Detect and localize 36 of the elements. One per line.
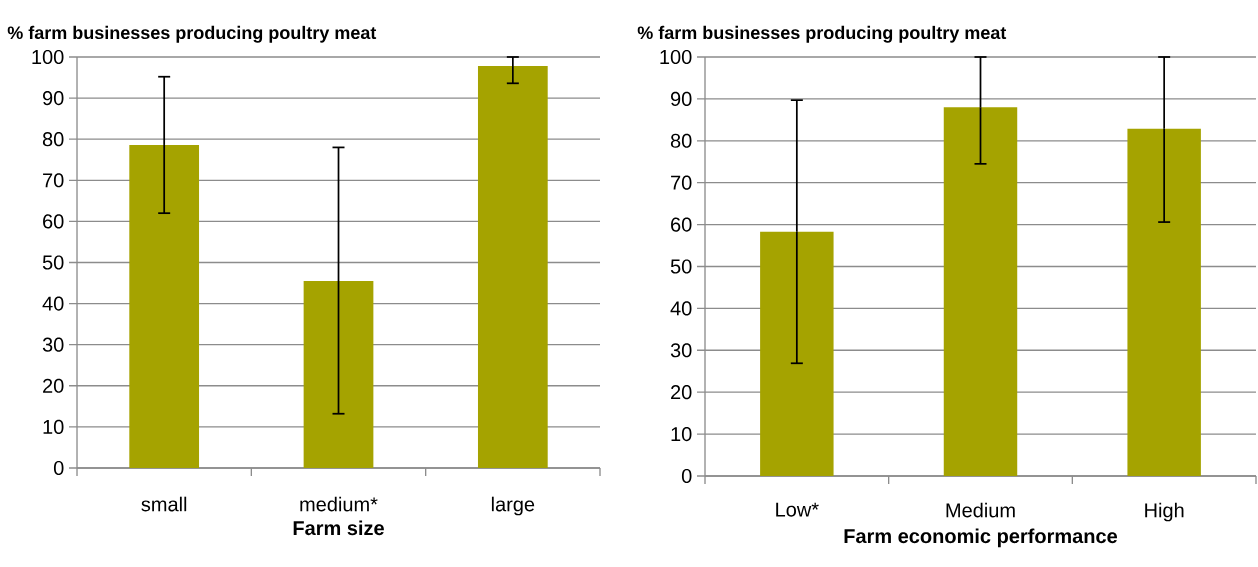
y-tick-label: 60	[671, 217, 692, 232]
x-tick-label: large	[491, 496, 535, 516]
x-axis-title: Farm size	[293, 520, 384, 536]
x-axis-title: Farm economic performance	[844, 528, 1118, 548]
x-tick-label: medium*	[300, 496, 378, 512]
chart-title: % farm businesses producing poultry meat	[7, 25, 377, 43]
y-tick-label: 50	[42, 255, 64, 270]
y-tick-label: 10	[43, 419, 64, 434]
x-tick-label: small	[141, 496, 187, 512]
y-tick-label: 70	[671, 175, 692, 190]
y-tick-label: 90	[42, 91, 64, 106]
y-tick-label: 90	[670, 91, 692, 106]
y-tick-label: 40	[670, 301, 692, 316]
y-tick-label: 100	[660, 49, 692, 65]
y-tick-label: 50	[670, 259, 692, 274]
chart-title: % farm businesses producing poultry meat	[637, 25, 1007, 43]
bar	[477, 66, 548, 468]
y-tick-label: 30	[42, 337, 64, 352]
x-tick-label: Medium	[946, 502, 1015, 518]
y-tick-label: 40	[42, 296, 64, 311]
y-tick-label: 70	[43, 173, 64, 188]
y-tick-label: 60	[43, 214, 64, 229]
x-tick-label: High	[1145, 502, 1184, 522]
y-tick-label: 10	[671, 427, 692, 442]
x-tick-label: Low*	[776, 502, 819, 517]
y-tick-label: 100	[32, 49, 64, 65]
y-tick-label: 20	[43, 378, 64, 393]
y-tick-label: 20	[671, 385, 692, 400]
bar	[1127, 128, 1201, 476]
bar	[943, 107, 1018, 476]
bar	[129, 144, 200, 468]
y-tick-label: 80	[670, 133, 692, 148]
y-tick-label: 30	[670, 343, 692, 358]
y-tick-label: 0	[53, 460, 64, 476]
y-tick-label: 0	[681, 468, 692, 484]
y-tick-label: 80	[42, 132, 64, 147]
